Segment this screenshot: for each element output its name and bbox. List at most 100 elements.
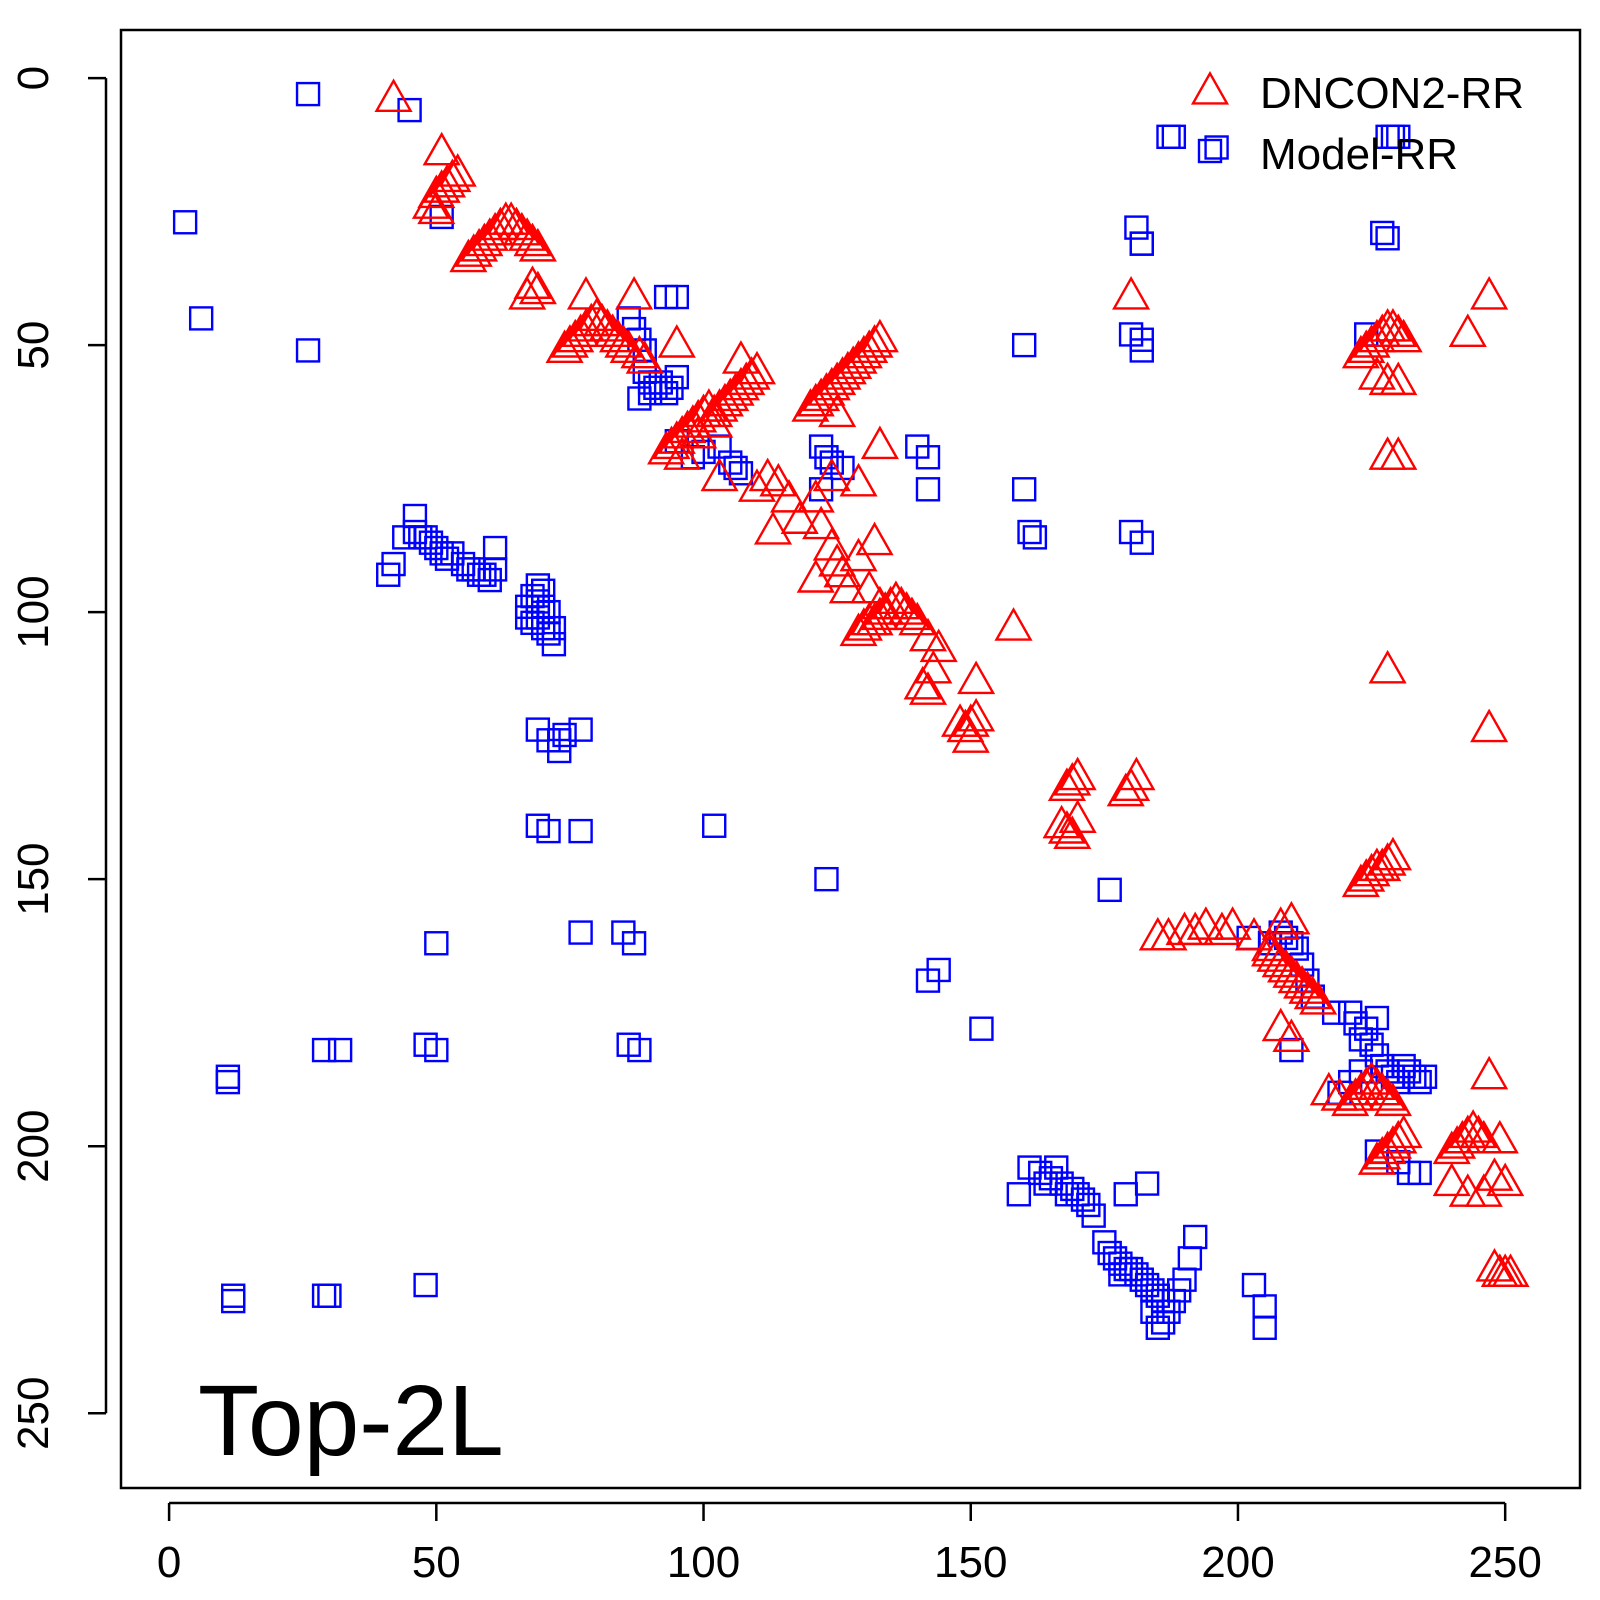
data-point — [1432, 1162, 1471, 1197]
chart-marks — [172, 78, 1530, 1340]
data-point — [221, 1288, 246, 1314]
data-point — [823, 553, 862, 588]
data-point — [1357, 356, 1396, 390]
data-point — [1373, 1082, 1413, 1117]
data-point — [1022, 525, 1048, 550]
data-point — [1364, 1005, 1390, 1031]
y-tick-label: 100 — [9, 575, 58, 648]
data-point — [1368, 649, 1407, 684]
data-point — [215, 1069, 241, 1095]
data-point — [812, 527, 851, 561]
data-point — [1129, 530, 1154, 555]
data-point — [627, 386, 652, 411]
x-axis: 0 50 100 150 200 250 — [157, 1501, 1542, 1587]
data-point — [1272, 1018, 1311, 1052]
data-point — [1213, 906, 1252, 940]
data-point — [482, 535, 508, 561]
data-point — [839, 462, 878, 497]
data-point — [957, 660, 996, 695]
data-point — [604, 324, 643, 358]
data-point — [1363, 847, 1402, 882]
data-point — [1117, 756, 1156, 791]
data-point — [1384, 1114, 1423, 1149]
data-point — [1047, 767, 1087, 801]
data-point — [1470, 275, 1509, 310]
data-point — [1480, 1119, 1519, 1154]
data-point — [1379, 361, 1418, 396]
data-point — [424, 1037, 449, 1063]
data-point — [614, 275, 654, 310]
data-point — [1129, 338, 1154, 363]
data-point — [568, 920, 593, 945]
data-point — [568, 818, 593, 844]
data-point — [438, 153, 477, 187]
data-point — [1370, 220, 1395, 246]
data-point — [1379, 1119, 1418, 1154]
data-point — [802, 505, 841, 540]
data-point — [508, 275, 547, 310]
data-point — [433, 158, 472, 193]
y-tick-label: 150 — [9, 842, 58, 915]
data-point — [621, 931, 647, 956]
x-tick-label: 200 — [1201, 1538, 1274, 1587]
legend-marker-dncon2-rr — [1190, 70, 1230, 105]
data-point — [1124, 215, 1149, 240]
data-point — [381, 551, 406, 577]
y-tick-label: 250 — [9, 1377, 58, 1450]
data-point — [568, 717, 593, 742]
data-point — [422, 131, 461, 166]
data-point — [769, 478, 809, 513]
data-point — [892, 596, 932, 631]
data-point — [1407, 1069, 1432, 1095]
data-point — [295, 81, 321, 107]
top-2l-annotation: Top-2L — [198, 1365, 504, 1477]
data-point — [1379, 436, 1418, 470]
data-point — [552, 722, 577, 748]
data-point — [759, 462, 798, 497]
data-point — [664, 284, 690, 310]
data-point — [1299, 980, 1338, 1015]
data-point — [828, 569, 867, 604]
data-point — [513, 222, 552, 257]
data-point — [898, 601, 937, 636]
data-point — [1113, 1182, 1138, 1207]
data-point — [1272, 900, 1311, 935]
data-point — [1183, 1224, 1208, 1250]
data-point — [1204, 135, 1229, 160]
y-axis: 0 50 100 150 200 250 — [9, 66, 108, 1450]
data-point — [1407, 1160, 1432, 1186]
data-point — [796, 559, 835, 593]
data-point — [1112, 275, 1151, 310]
data-point — [417, 190, 456, 225]
data-point — [311, 1037, 337, 1063]
data-point — [1161, 124, 1187, 150]
data-point — [926, 957, 951, 983]
data-point — [1470, 708, 1509, 743]
data-point — [295, 338, 321, 363]
data-point — [1145, 1315, 1170, 1340]
data-point — [1044, 1155, 1069, 1180]
data-point — [620, 334, 659, 369]
data-point — [1108, 1262, 1133, 1287]
data-point — [855, 521, 894, 556]
data-point — [664, 364, 690, 390]
data-point — [780, 500, 819, 534]
data-point — [796, 478, 835, 513]
data-point — [1140, 1299, 1165, 1324]
data-point — [1470, 1055, 1509, 1090]
plot-frame — [119, 28, 1582, 1490]
data-point — [327, 1037, 353, 1063]
x-tick-label: 50 — [412, 1538, 461, 1587]
data-point — [541, 631, 567, 657]
data-point — [951, 703, 990, 737]
data-point — [700, 457, 739, 492]
x-tick-label: 250 — [1468, 1538, 1541, 1587]
data-point — [1234, 916, 1274, 951]
data-point — [427, 163, 467, 198]
series-dncon2-rr — [374, 78, 1530, 1287]
data-point — [1491, 1253, 1530, 1287]
data-point — [737, 468, 777, 502]
data-point — [903, 665, 942, 700]
data-point — [1486, 1162, 1525, 1197]
